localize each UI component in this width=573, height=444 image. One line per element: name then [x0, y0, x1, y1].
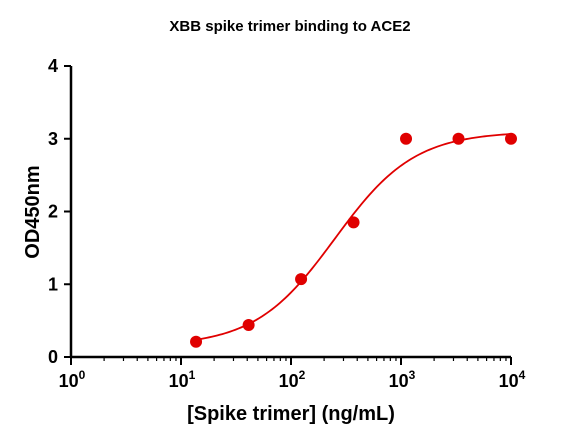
fit-curve	[195, 133, 512, 341]
x-tick-label: 100	[59, 368, 86, 391]
data-point	[347, 216, 360, 229]
chart-title: XBB spike trimer binding to ACE2	[169, 18, 410, 35]
axes	[69, 66, 511, 359]
data-point	[400, 132, 413, 145]
y-axis-label: OD450nm	[22, 165, 44, 258]
data-point	[190, 335, 203, 348]
y-tick-label: 2	[48, 202, 58, 222]
data-point	[295, 273, 308, 286]
x-tick-label: 103	[389, 368, 416, 391]
x-tick-label: 101	[169, 368, 196, 391]
y-tick-label: 1	[48, 274, 58, 294]
data-point	[242, 318, 255, 331]
x-axis-label: [Spike trimer] (ng/mL)	[187, 403, 395, 425]
y-tick-label: 4	[48, 56, 58, 76]
x-tick-label: 102	[279, 368, 306, 391]
y-tick-label: 0	[48, 347, 58, 367]
y-ticks: 0 1 2 3 4	[48, 56, 71, 367]
x-minor-ticks	[103, 357, 507, 361]
y-tick-label: 3	[48, 129, 58, 149]
data-point	[452, 132, 465, 145]
data-points	[190, 132, 517, 348]
x-ticks: 100 101 102 103 104	[59, 357, 526, 391]
data-point	[505, 132, 517, 145]
x-tick-label: 104	[499, 368, 526, 391]
